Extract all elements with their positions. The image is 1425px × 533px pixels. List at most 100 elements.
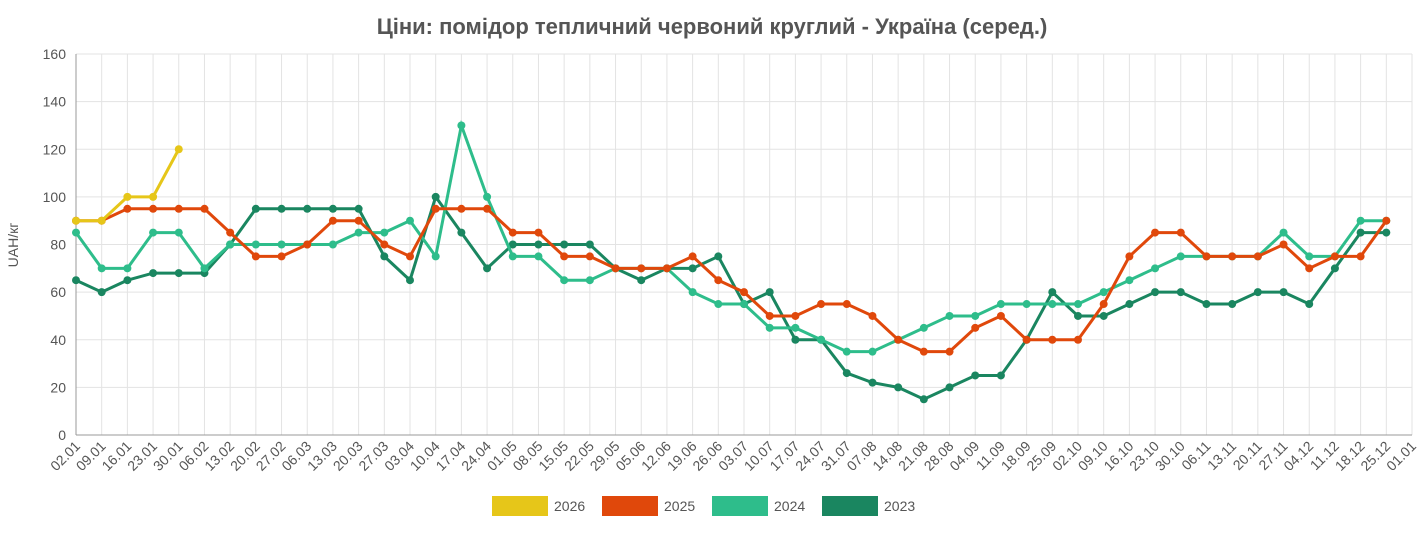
data-point bbox=[1253, 288, 1262, 297]
data-point bbox=[919, 347, 928, 356]
data-point bbox=[1202, 252, 1211, 261]
data-point bbox=[1125, 276, 1134, 285]
data-point bbox=[380, 240, 389, 249]
data-point bbox=[791, 323, 800, 332]
data-point bbox=[765, 311, 774, 320]
data-point bbox=[740, 288, 748, 297]
data-point bbox=[1074, 300, 1082, 309]
data-point bbox=[1022, 300, 1031, 309]
data-point bbox=[174, 228, 183, 237]
data-point bbox=[251, 204, 260, 213]
series-line bbox=[74, 119, 1387, 354]
data-point bbox=[508, 228, 517, 237]
data-point bbox=[1022, 335, 1031, 344]
x-tick-label: 06.11 bbox=[1178, 438, 1214, 474]
data-point bbox=[149, 228, 158, 237]
data-point bbox=[868, 347, 877, 356]
legend-label: 2025 bbox=[664, 498, 695, 514]
data-point bbox=[585, 240, 594, 249]
data-point bbox=[1279, 228, 1288, 237]
data-point bbox=[791, 311, 800, 320]
data-point bbox=[1074, 335, 1082, 344]
y-tick-label: 60 bbox=[50, 284, 66, 300]
data-point bbox=[714, 300, 723, 309]
data-point bbox=[174, 269, 183, 278]
y-tick-label: 100 bbox=[43, 189, 67, 205]
data-point bbox=[174, 204, 183, 213]
data-point bbox=[457, 121, 466, 130]
data-point bbox=[1356, 252, 1365, 261]
data-point bbox=[123, 192, 132, 201]
data-point bbox=[714, 276, 723, 285]
data-point bbox=[1125, 252, 1134, 261]
data-point bbox=[560, 252, 569, 261]
legend-swatch bbox=[712, 496, 768, 516]
data-point bbox=[1305, 264, 1314, 273]
data-point bbox=[1151, 264, 1160, 273]
data-point bbox=[97, 264, 106, 273]
data-point bbox=[1074, 311, 1082, 320]
y-tick-label: 160 bbox=[43, 46, 67, 62]
data-point bbox=[1356, 228, 1365, 237]
data-point bbox=[585, 276, 594, 285]
legend-swatch bbox=[602, 496, 658, 516]
data-point bbox=[72, 216, 80, 225]
data-point bbox=[277, 240, 286, 249]
y-tick-label: 0 bbox=[58, 427, 66, 443]
data-point bbox=[585, 252, 594, 261]
y-tick-label: 80 bbox=[50, 237, 66, 253]
data-point bbox=[303, 204, 312, 213]
legend-swatch bbox=[822, 496, 878, 516]
y-axis-label: UAH/кг bbox=[5, 223, 21, 268]
data-point bbox=[996, 371, 1005, 380]
data-point bbox=[765, 288, 774, 297]
legend-label: 2026 bbox=[554, 498, 585, 514]
data-point bbox=[1330, 252, 1339, 261]
data-point bbox=[1279, 288, 1288, 297]
data-point bbox=[996, 311, 1005, 320]
data-point bbox=[688, 288, 697, 297]
data-point bbox=[945, 383, 954, 392]
legend-label: 2023 bbox=[884, 498, 915, 514]
data-point bbox=[149, 192, 158, 201]
data-point bbox=[406, 276, 414, 285]
chart-title: Ціни: помідор тепличний червоний круглий… bbox=[377, 14, 1048, 39]
data-point bbox=[508, 240, 517, 249]
data-point bbox=[200, 264, 209, 273]
data-point bbox=[688, 264, 697, 273]
data-point bbox=[303, 240, 312, 249]
data-point bbox=[637, 264, 646, 273]
data-point bbox=[380, 228, 389, 237]
data-point bbox=[996, 300, 1005, 309]
data-point bbox=[842, 300, 851, 309]
data-point bbox=[1356, 216, 1365, 225]
data-point bbox=[611, 264, 620, 273]
data-point bbox=[354, 204, 363, 213]
data-point bbox=[354, 216, 363, 225]
data-point bbox=[1176, 252, 1185, 261]
data-point bbox=[277, 204, 286, 213]
data-point bbox=[1253, 252, 1262, 261]
x-tick-label: 13.11 bbox=[1204, 438, 1240, 474]
data-point bbox=[1099, 288, 1108, 297]
data-point bbox=[200, 204, 209, 213]
data-point bbox=[919, 395, 928, 404]
data-point bbox=[894, 383, 903, 392]
data-point bbox=[123, 276, 132, 285]
data-point bbox=[149, 204, 158, 213]
data-point bbox=[97, 216, 106, 225]
data-point bbox=[534, 240, 543, 249]
data-point bbox=[1048, 288, 1057, 297]
data-point bbox=[919, 323, 928, 332]
x-tick-label: 04.09 bbox=[946, 438, 982, 474]
series-line bbox=[76, 207, 1388, 354]
data-point bbox=[1151, 228, 1160, 237]
data-point bbox=[1125, 300, 1134, 309]
data-point bbox=[534, 228, 543, 237]
data-point bbox=[251, 240, 260, 249]
data-point bbox=[842, 347, 851, 356]
data-point bbox=[149, 269, 158, 278]
data-point bbox=[1151, 288, 1160, 297]
data-point bbox=[637, 276, 646, 285]
